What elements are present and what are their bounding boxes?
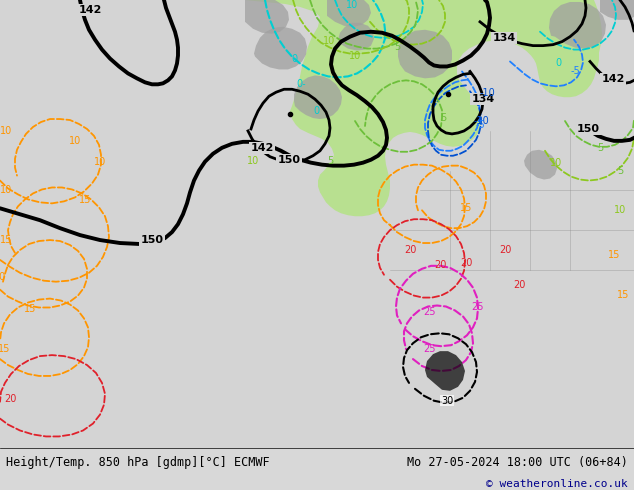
Text: 5: 5: [394, 42, 400, 51]
Text: 0: 0: [313, 106, 319, 116]
Text: 20: 20: [404, 245, 416, 255]
Text: 142: 142: [79, 5, 101, 15]
Text: 25: 25: [424, 344, 436, 354]
Text: 0-: 0-: [296, 79, 306, 89]
Text: 10: 10: [550, 158, 562, 168]
Text: 0: 0: [291, 53, 297, 64]
Text: 134: 134: [493, 33, 515, 43]
Text: 10: 10: [0, 126, 12, 136]
Text: 10: 10: [0, 185, 12, 196]
Text: 15: 15: [24, 304, 36, 315]
Text: 134: 134: [471, 94, 495, 104]
Text: Mo 27-05-2024 18:00 UTC (06+84): Mo 27-05-2024 18:00 UTC (06+84): [407, 456, 628, 469]
Text: 30: 30: [441, 396, 453, 406]
Text: 20: 20: [513, 280, 525, 290]
Text: 150: 150: [278, 155, 301, 165]
Text: 150: 150: [141, 235, 164, 245]
Text: 10: 10: [0, 272, 6, 282]
Text: 20: 20: [4, 394, 16, 404]
Text: 15: 15: [460, 203, 472, 213]
Text: 15: 15: [608, 250, 620, 260]
Text: Height/Temp. 850 hPa [gdmp][°C] ECMWF: Height/Temp. 850 hPa [gdmp][°C] ECMWF: [6, 456, 270, 469]
Text: -10: -10: [479, 88, 495, 98]
Text: © weatheronline.co.uk: © weatheronline.co.uk: [486, 479, 628, 489]
Text: 142: 142: [601, 74, 624, 84]
Text: 10: 10: [247, 156, 259, 166]
Text: 20: 20: [434, 260, 446, 270]
Text: 5: 5: [597, 143, 603, 153]
Text: 10: 10: [323, 36, 335, 46]
Text: 10: 10: [346, 0, 358, 10]
Text: 5: 5: [617, 166, 623, 175]
Text: 5: 5: [327, 156, 333, 166]
Text: -5: -5: [570, 67, 580, 76]
Text: 10: 10: [94, 157, 106, 167]
Text: 142: 142: [250, 143, 274, 153]
Text: 10: 10: [614, 205, 626, 215]
Text: 10: 10: [69, 136, 81, 146]
Text: 15: 15: [617, 290, 629, 299]
Text: 15: 15: [0, 235, 12, 245]
Text: 0: 0: [555, 58, 561, 69]
Text: 25: 25: [424, 307, 436, 318]
Text: -5: -5: [475, 120, 485, 130]
Text: -10: -10: [473, 116, 489, 126]
Text: 15: 15: [0, 344, 10, 354]
Text: 25: 25: [472, 302, 484, 313]
Text: 15: 15: [79, 196, 91, 205]
Text: 20: 20: [499, 245, 511, 255]
Text: 10: 10: [349, 50, 361, 61]
Text: 20: 20: [460, 258, 472, 268]
Text: 5: 5: [440, 113, 446, 123]
Text: 150: 150: [576, 124, 600, 134]
